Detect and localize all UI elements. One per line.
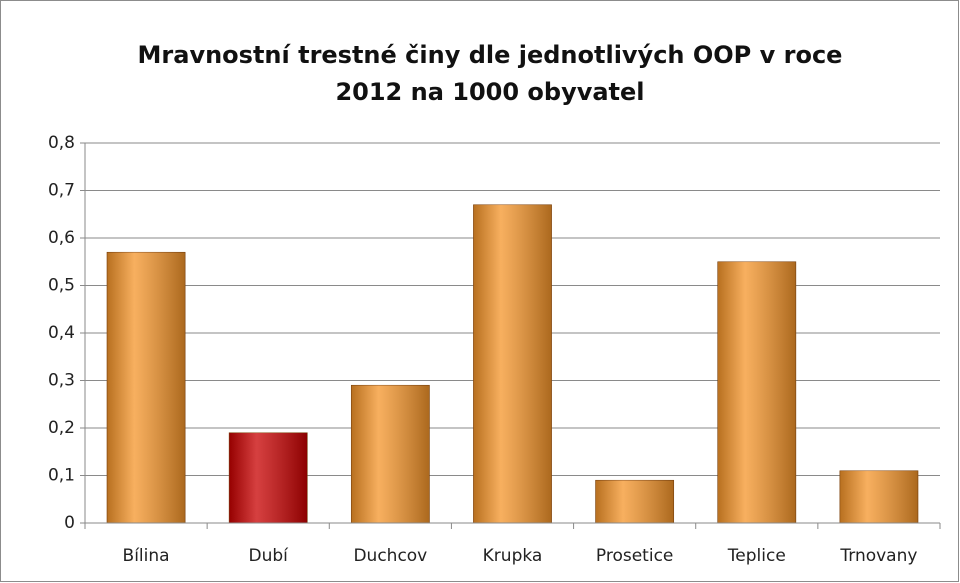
x-tick-label: Duchcov <box>353 546 427 566</box>
y-tick-label: 0,3 <box>48 371 75 391</box>
chart-title: Mravnostní trestné činy dle jednotlivých… <box>138 41 843 69</box>
y-tick-label: 0,4 <box>48 323 75 343</box>
y-tick-label: 0,5 <box>48 276 75 296</box>
x-tick-label: Bílina <box>123 546 170 566</box>
y-tick-label: 0,7 <box>48 181 75 201</box>
x-tick-label: Trnovany <box>839 546 917 566</box>
x-tick-label: Dubí <box>249 546 290 566</box>
bar <box>595 479 675 524</box>
y-tick-label: 0,8 <box>48 133 75 153</box>
bar <box>350 384 430 524</box>
y-tick-label: 0 <box>64 513 75 533</box>
y-tick-label: 0,1 <box>48 466 75 486</box>
x-tick-label: Krupka <box>483 546 543 566</box>
bar <box>473 204 552 524</box>
x-tick-label: Teplice <box>727 546 786 566</box>
bar <box>106 251 186 524</box>
y-tick-label: 0,6 <box>48 228 75 248</box>
y-tick-label: 0,2 <box>48 418 75 438</box>
bar <box>228 432 308 524</box>
bar <box>717 261 797 524</box>
x-tick-label: Prosetice <box>596 546 673 566</box>
bar <box>839 470 919 524</box>
chart-title: 2012 na 1000 obyvatel <box>335 78 644 106</box>
